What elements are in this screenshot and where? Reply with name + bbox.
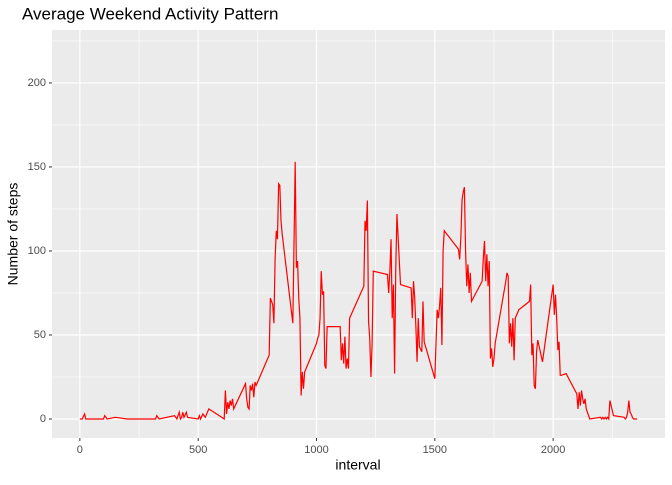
chart-title: Average Weekend Activity Pattern: [22, 4, 278, 23]
y-tick-label: 0: [40, 413, 46, 425]
line: [79, 161, 638, 421]
y-tick-label: 150: [28, 161, 46, 173]
y-tick-label: 100: [28, 245, 46, 257]
y-axis-title: Number of steps: [5, 183, 21, 286]
y-tick-label: 200: [28, 77, 46, 89]
y-tick-label: 50: [34, 329, 46, 341]
x-tick-label: 500: [189, 444, 207, 456]
panel: [52, 30, 665, 438]
x-tick-label: 0: [77, 444, 83, 456]
x-tick-label: 1000: [304, 444, 328, 456]
x-tick-label: 1500: [423, 444, 447, 456]
x-tick-label: 2000: [541, 444, 565, 456]
x-axis-title: interval: [335, 457, 380, 473]
